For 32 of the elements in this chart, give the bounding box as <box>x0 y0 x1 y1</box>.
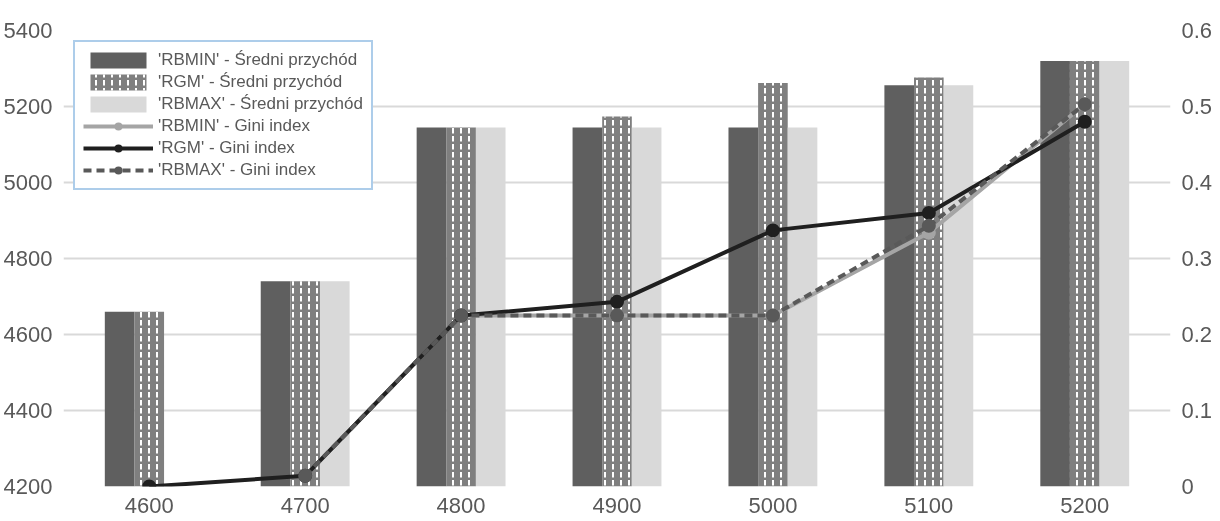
y-tick-label: 4600 <box>3 322 53 347</box>
x-tick-label: 4900 <box>592 492 642 518</box>
y2-tick-label: 0.1 <box>1181 398 1213 423</box>
point <box>921 218 936 233</box>
y-tick-label: 5000 <box>3 170 53 195</box>
point <box>1077 114 1092 129</box>
x-tick-label: 5200 <box>1060 492 1110 518</box>
y2-tick-label: 0.4 <box>1181 170 1213 195</box>
legend-label: 'RBMIN' - Gini index <box>158 116 310 136</box>
x-tick-label: 4700 <box>280 492 330 518</box>
x-tick-label: 4600 <box>124 492 174 518</box>
point <box>921 205 936 220</box>
y-tick-label: 4400 <box>3 398 53 423</box>
x-tick-label: 4800 <box>436 492 486 518</box>
y2-tick-label: 0 <box>1181 474 1194 499</box>
y-tick-label: 5200 <box>3 94 53 119</box>
point <box>765 223 780 238</box>
legend-label: 'RBMAX' - Średni przychód <box>158 94 363 114</box>
y2-tick-label: 0.3 <box>1181 246 1213 271</box>
legend-label: 'RGM' - Gini index <box>158 138 295 158</box>
y-tick-label: 5400 <box>3 18 53 43</box>
legend-label: 'RBMIN' - Średni przychód <box>158 50 358 70</box>
legend-label: 'RBMAX' - Gini index <box>158 160 316 180</box>
x-tick-label: 5100 <box>904 492 954 518</box>
y2-tick-label: 0.2 <box>1181 322 1213 347</box>
legend-label: 'RGM' - Średni przychód <box>158 72 343 92</box>
y-tick-label: 4800 <box>3 246 53 271</box>
y2-tick-label: 0.5 <box>1181 94 1213 119</box>
x-tick-label: 5000 <box>748 492 798 518</box>
y-tick-label: 4200 <box>3 474 53 499</box>
point <box>610 294 624 309</box>
y2-tick-label: 0.6 <box>1181 18 1213 43</box>
